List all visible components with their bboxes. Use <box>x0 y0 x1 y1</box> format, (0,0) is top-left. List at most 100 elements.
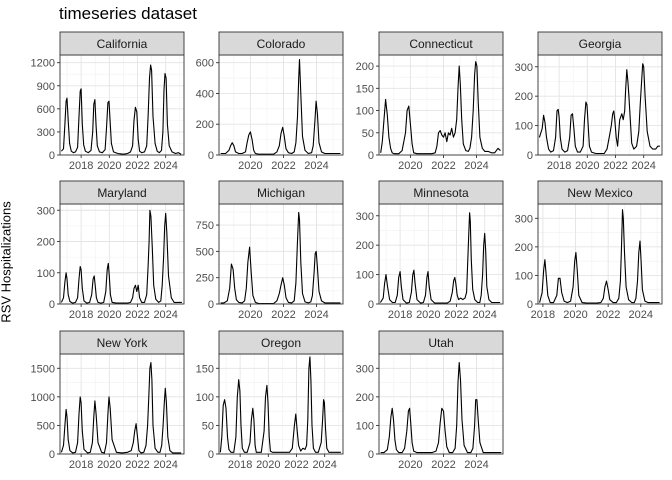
panel-new-york-strip-label: New York <box>97 336 149 350</box>
x-tick-label: 2024 <box>312 459 336 471</box>
panel-connecticut-strip-label: Connecticut <box>409 37 473 51</box>
x-tick-label: 2020 <box>97 459 121 471</box>
x-tick-label: 2020 <box>238 309 262 321</box>
x-tick-label: 2022 <box>596 309 620 321</box>
panel-new-mexico-strip <box>537 180 663 205</box>
panel-new-mexico-strip-label: New Mexico <box>567 186 633 200</box>
y-tick-label: 0 <box>368 299 374 311</box>
x-tick-label: 2022 <box>284 459 308 471</box>
panel-connecticut-series-line <box>380 61 501 155</box>
x-tick-label: 2024 <box>304 160 328 172</box>
x-tick-label: 2018 <box>547 160 571 172</box>
y-tick-label: 150 <box>356 83 374 95</box>
panel-utah-plot-area <box>379 354 503 454</box>
panel-michigan-strip-label: Michigan <box>257 186 305 200</box>
y-tick-label: 100 <box>196 392 214 404</box>
panel-california-strip-label: California <box>97 37 148 51</box>
y-tick-label: 200 <box>37 237 55 249</box>
x-tick-label: 2018 <box>388 309 412 321</box>
panel-california-series-line <box>60 64 182 155</box>
panel-michigan-series-line <box>220 211 341 305</box>
x-tick-label: 2018 <box>69 160 93 172</box>
x-tick-label: 2024 <box>304 309 328 321</box>
panel-new-york: New York 0 500 1000 1500 2018 2020 2022 2024 <box>31 330 185 471</box>
y-tick-label: 200 <box>356 240 374 252</box>
panel-maryland-strip <box>59 180 185 205</box>
y-tick-label: 50 <box>362 128 374 140</box>
x-tick-label: 2020 <box>563 309 587 321</box>
x-tick-label: 2020 <box>97 160 121 172</box>
panel-new-york-strip <box>59 330 185 355</box>
y-tick-label: 200 <box>515 242 533 254</box>
y-tick-label: 600 <box>37 104 55 116</box>
chart-title: timeseries dataset <box>59 4 197 23</box>
x-tick-label: 2024 <box>629 309 653 321</box>
y-tick-label: 200 <box>515 91 533 103</box>
panel-new-york-series-line <box>60 362 182 454</box>
y-tick-label: 0 <box>208 449 214 461</box>
panel-georgia-strip <box>537 31 663 56</box>
panel-minnesota-strip-label: Minnesota <box>413 186 469 200</box>
y-tick-label: 300 <box>515 213 533 225</box>
panel-oregon-strip <box>218 330 344 355</box>
panel-utah-series-line <box>380 362 502 454</box>
panel-connecticut: Connecticut 0 50 100 150 200 2020 2022 2024 <box>356 31 504 172</box>
y-tick-label: 0 <box>49 299 55 311</box>
panel-michigan: Michigan 0 250 500 750 2020 2022 2024 <box>196 180 344 321</box>
y-tick-label: 100 <box>37 268 55 280</box>
x-tick-label: 2024 <box>153 309 177 321</box>
panel-utah-strip-label: Utah <box>428 336 453 350</box>
x-tick-label: 2022 <box>444 309 468 321</box>
x-tick-label: 2022 <box>431 459 455 471</box>
panel-california-strip <box>59 31 185 56</box>
panel-georgia-strip-label: Georgia <box>579 37 622 51</box>
panel-colorado-plot-area <box>219 55 343 155</box>
panel-connecticut-plot-area <box>379 55 503 155</box>
y-tick-label: 300 <box>37 127 55 139</box>
x-tick-label: 2022 <box>125 459 149 471</box>
x-tick-label: 2018 <box>228 459 252 471</box>
x-tick-label: 2020 <box>398 160 422 172</box>
x-tick-label: 2020 <box>238 160 262 172</box>
panel-new-mexico-series-line <box>539 209 660 304</box>
y-tick-label: 1000 <box>31 392 55 404</box>
y-tick-label: 100 <box>356 270 374 282</box>
panel-utah: Utah 0 100 200 300 2020 2022 2024 <box>356 330 504 471</box>
panel-connecticut-strip <box>378 31 504 56</box>
x-tick-label: 2018 <box>69 309 93 321</box>
y-tick-label: 100 <box>356 420 374 432</box>
x-tick-label: 2022 <box>271 309 295 321</box>
y-tick-label: 150 <box>196 363 214 375</box>
y-tick-label: 200 <box>356 392 374 404</box>
x-tick-label: 2024 <box>464 459 488 471</box>
x-tick-label: 2018 <box>531 309 555 321</box>
y-tick-label: 0 <box>49 150 55 162</box>
panel-georgia-series-line <box>538 63 660 155</box>
y-tick-label: 300 <box>515 62 533 74</box>
panel-california: California 0 300 600 900 1200 2018 2020 2022 2024 <box>31 31 185 172</box>
panel-minnesota-plot-area <box>379 204 503 304</box>
y-tick-label: 750 <box>196 220 214 232</box>
y-tick-label: 100 <box>515 270 533 282</box>
panel-oregon: Oregon 0 50 100 150 2018 2020 2022 2024 <box>196 330 344 471</box>
y-tick-label: 200 <box>356 61 374 73</box>
y-tick-label: 100 <box>515 121 533 133</box>
x-tick-label: 2018 <box>69 459 93 471</box>
y-tick-label: 50 <box>202 420 214 432</box>
panel-colorado-strip-label: Colorado <box>257 37 306 51</box>
x-tick-label: 2022 <box>125 160 149 172</box>
y-tick-label: 1200 <box>31 58 55 70</box>
x-tick-label: 2024 <box>631 160 655 172</box>
y-tick-label: 0 <box>527 150 533 162</box>
y-tick-label: 0 <box>49 449 55 461</box>
y-tick-label: 500 <box>196 246 214 258</box>
x-tick-label: 2022 <box>431 160 455 172</box>
panel-utah-strip <box>378 330 504 355</box>
x-tick-label: 2024 <box>153 160 177 172</box>
y-tick-label: 300 <box>37 205 55 217</box>
panel-maryland-series-line <box>60 209 182 304</box>
x-tick-label: 2020 <box>398 459 422 471</box>
panel-minnesota: Minnesota 0 100 200 300 2018 2020 2022 2024 <box>356 180 504 321</box>
panel-maryland: Maryland 0 100 200 300 2018 2020 2022 2024 <box>37 180 185 321</box>
